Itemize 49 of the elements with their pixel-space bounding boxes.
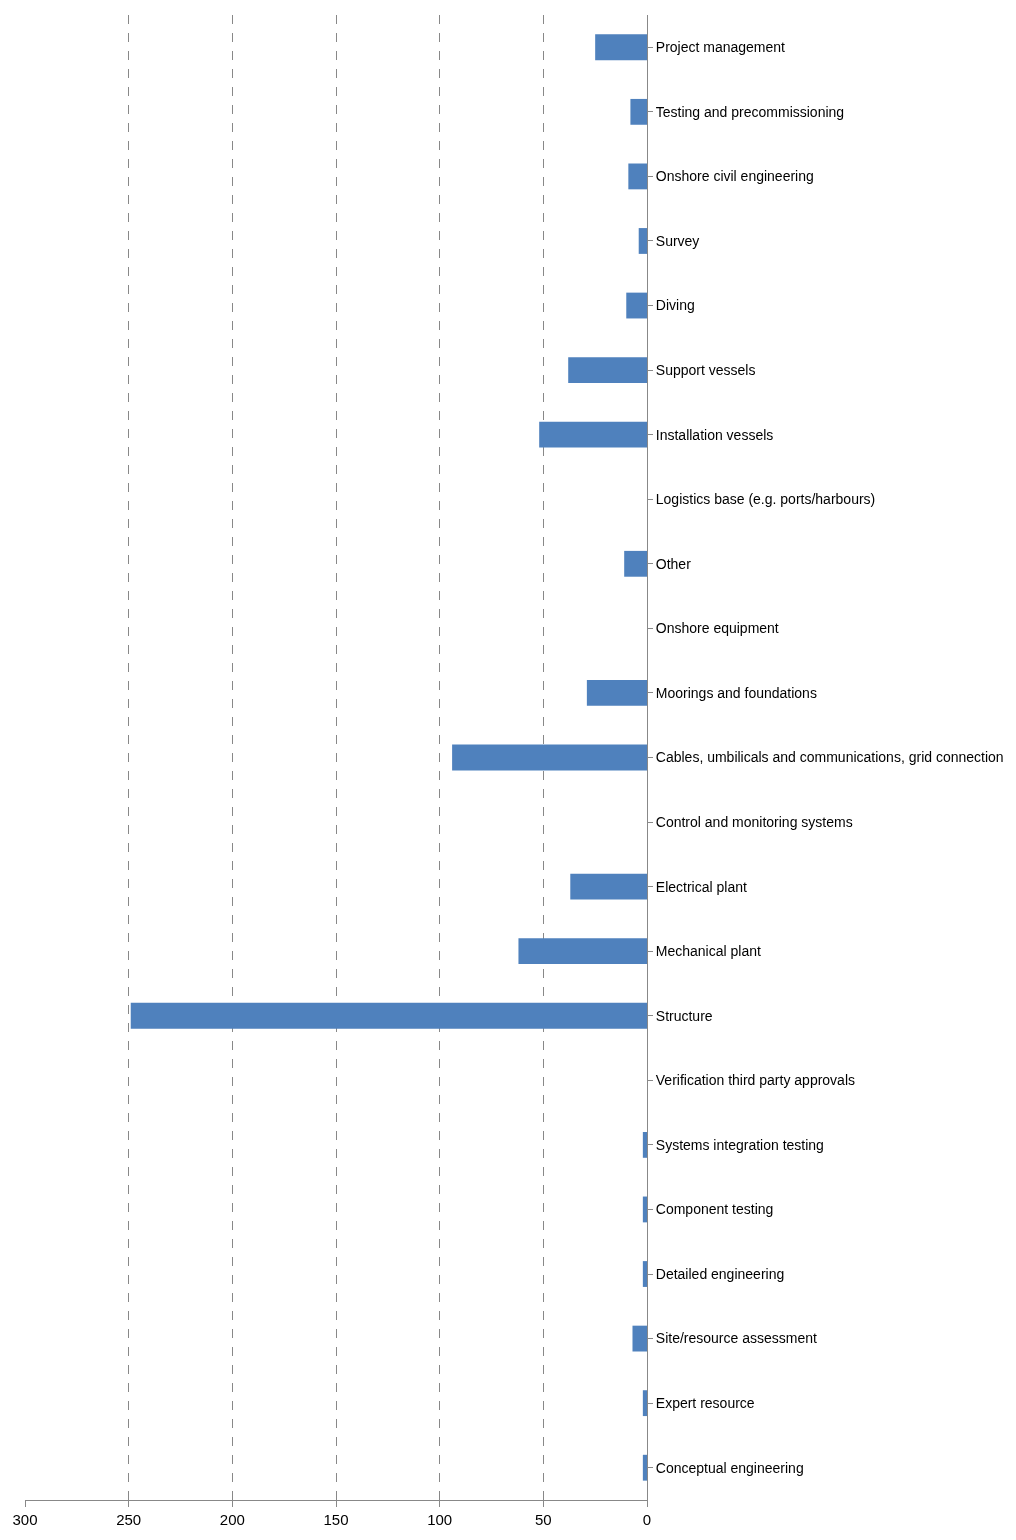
bar (642, 1454, 647, 1481)
bar (642, 1131, 647, 1158)
bar (539, 421, 647, 448)
y-tick-label: Moorings and foundations (655, 684, 817, 701)
bar (626, 292, 647, 319)
x-tick-label: 250 (116, 1511, 142, 1528)
bar (642, 1390, 647, 1417)
y-tick-label: Onshore equipment (655, 620, 779, 637)
y-tick-label: Mechanical plant (655, 943, 761, 960)
y-tick-label: Installation vessels (655, 426, 774, 443)
y-tick-label: Verification third party approvals (655, 1072, 856, 1089)
y-tick-label: Testing and precommissioning (655, 103, 845, 120)
bar (568, 357, 647, 384)
bar (518, 938, 647, 965)
bar (628, 163, 647, 190)
bar (642, 1196, 647, 1223)
y-tick-label: Systems integration testing (655, 1136, 824, 1153)
bar (595, 34, 647, 61)
bar (642, 1261, 647, 1287)
bar (452, 744, 647, 771)
y-tick-label: Component testing (655, 1201, 774, 1218)
y-tick-label: Onshore civil engineering (655, 168, 814, 185)
bar (624, 550, 647, 577)
x-tick-label: 300 (12, 1511, 38, 1528)
y-tick-label: Detailed engineering (655, 1265, 785, 1282)
y-tick-label: Structure (655, 1007, 713, 1024)
y-tick-label: Project management (655, 39, 786, 56)
x-tick-label: 100 (427, 1511, 453, 1528)
x-tick-label: 200 (219, 1511, 245, 1528)
y-tick-label: Site/resource assessment (655, 1330, 817, 1347)
x-tick-label: 0 (642, 1511, 652, 1528)
y-tick-label: Conceptual engineering (655, 1459, 804, 1476)
y-tick-label: Expert resource (655, 1395, 755, 1412)
x-tick-label: 50 (534, 1511, 552, 1528)
bar (570, 873, 647, 900)
x-tick-label: 150 (323, 1511, 349, 1528)
bar (586, 680, 647, 706)
bar (630, 98, 647, 125)
bar (130, 1002, 647, 1029)
y-tick-label: Other (655, 555, 692, 572)
y-tick-label: Electrical plant (655, 878, 747, 895)
bar (638, 228, 647, 254)
y-tick-label: Support vessels (655, 362, 756, 379)
y-tick-label: Diving (655, 297, 695, 314)
y-tick-label: Cables, umbilicals and communications, grid connection (655, 749, 1004, 766)
y-tick-label: Logistics base (e.g. ports/harbours) (655, 491, 876, 508)
y-tick-label: Control and monitoring systems (655, 813, 853, 830)
y-tick-label: Survey (655, 232, 700, 249)
bar (632, 1325, 647, 1352)
